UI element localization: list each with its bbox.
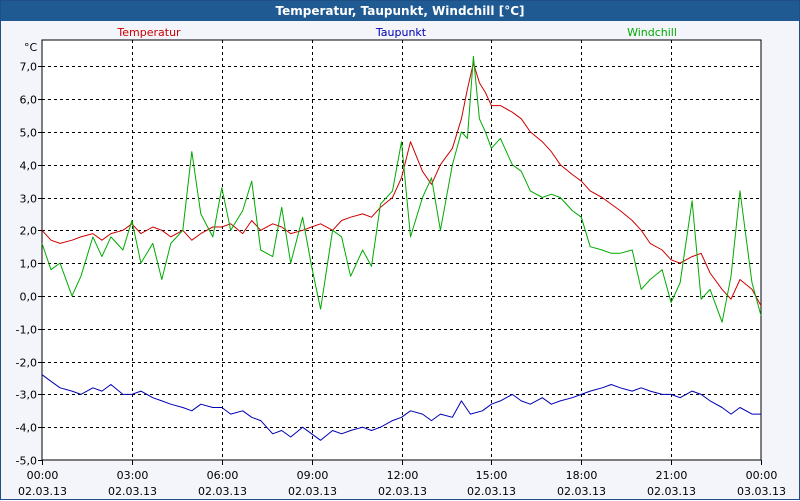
x-tick-date: 02.03.13 bbox=[198, 485, 247, 498]
y-tick-label: -1,0 bbox=[16, 324, 37, 337]
x-tick-date: 02.03.13 bbox=[108, 485, 157, 498]
plot-area bbox=[41, 39, 762, 461]
x-tick-time: 15:00 bbox=[476, 469, 508, 482]
y-tick-label: 1,0 bbox=[20, 258, 38, 271]
legend-entry-temperatur: Temperatur bbox=[116, 26, 181, 39]
y-tick-label: -3,0 bbox=[16, 389, 37, 402]
series-line-temperatur bbox=[41, 62, 762, 307]
chart-title: Temperatur, Taupunkt, Windchill [°C] bbox=[275, 4, 525, 18]
y-tick-label: 2,0 bbox=[20, 225, 38, 238]
x-tick-date: 02.03.13 bbox=[557, 485, 606, 498]
x-tick-time: 03:00 bbox=[117, 469, 149, 482]
y-tick-label: -4,0 bbox=[16, 422, 37, 435]
series-line-taupunkt bbox=[41, 374, 761, 441]
y-tick-label: 5,0 bbox=[20, 127, 38, 140]
y-tick-label: 3,0 bbox=[20, 193, 38, 206]
title-bar: Temperatur, Taupunkt, Windchill [°C] bbox=[1, 1, 799, 21]
y-tick-label: 0,0 bbox=[20, 291, 38, 304]
y-tick-label: 4,0 bbox=[20, 160, 38, 173]
legend-entry-taupunkt: Taupunkt bbox=[375, 26, 427, 39]
x-tick-date: 02.03.13 bbox=[18, 485, 67, 498]
x-tick-time: 18:00 bbox=[566, 469, 598, 482]
y-axis-label: °C bbox=[24, 41, 38, 54]
x-tick-date: 02.03.13 bbox=[647, 485, 696, 498]
y-tick-label: 6,0 bbox=[20, 94, 38, 107]
x-tick-time: 06:00 bbox=[207, 469, 239, 482]
x-tick-date: 02.03.13 bbox=[378, 485, 427, 498]
x-tick-time: 00:00 bbox=[27, 469, 59, 482]
x-tick-time: 00:00 bbox=[746, 469, 778, 482]
x-tick-date: 02.03.13 bbox=[467, 485, 516, 498]
y-tick-label: -5,0 bbox=[16, 455, 37, 468]
series-line-windchill bbox=[41, 55, 762, 323]
y-tick-label: -2,0 bbox=[16, 357, 37, 370]
x-tick-time: 09:00 bbox=[297, 469, 329, 482]
x-tick-time: 21:00 bbox=[656, 469, 688, 482]
x-tick-time: 12:00 bbox=[387, 469, 419, 482]
y-tick-label: 7,0 bbox=[20, 61, 38, 74]
x-tick-date: 03.03.13 bbox=[737, 485, 786, 498]
legend-entry-windchill: Windchill bbox=[627, 26, 677, 39]
x-tick-date: 02.03.13 bbox=[288, 485, 337, 498]
